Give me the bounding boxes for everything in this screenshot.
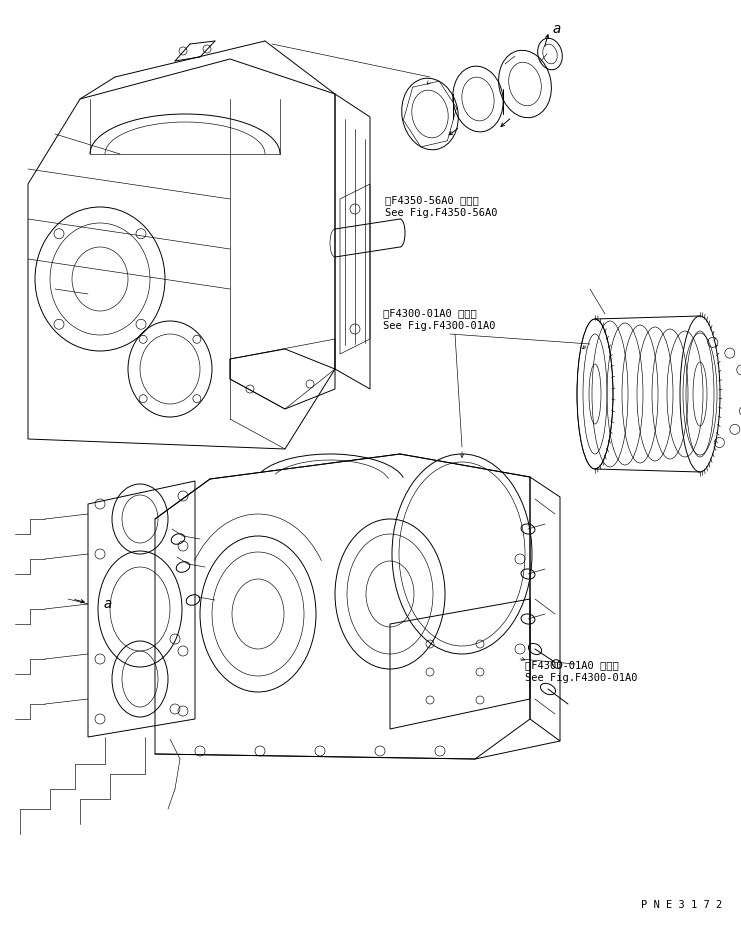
Text: 第F4350-56A0 図参照: 第F4350-56A0 図参照 xyxy=(385,195,479,205)
Text: See Fig.F4350-56A0: See Fig.F4350-56A0 xyxy=(385,208,497,218)
Text: 第F4300-01A0 図参照: 第F4300-01A0 図参照 xyxy=(525,659,619,669)
Text: See Fig.F4300-01A0: See Fig.F4300-01A0 xyxy=(383,321,496,331)
Text: 第F4300-01A0 図参照: 第F4300-01A0 図参照 xyxy=(383,308,476,318)
Text: P N E 3 1 7 2: P N E 3 1 7 2 xyxy=(641,899,722,909)
Text: a: a xyxy=(104,596,112,610)
Text: a: a xyxy=(553,22,562,36)
Text: See Fig.F4300-01A0: See Fig.F4300-01A0 xyxy=(525,672,637,682)
